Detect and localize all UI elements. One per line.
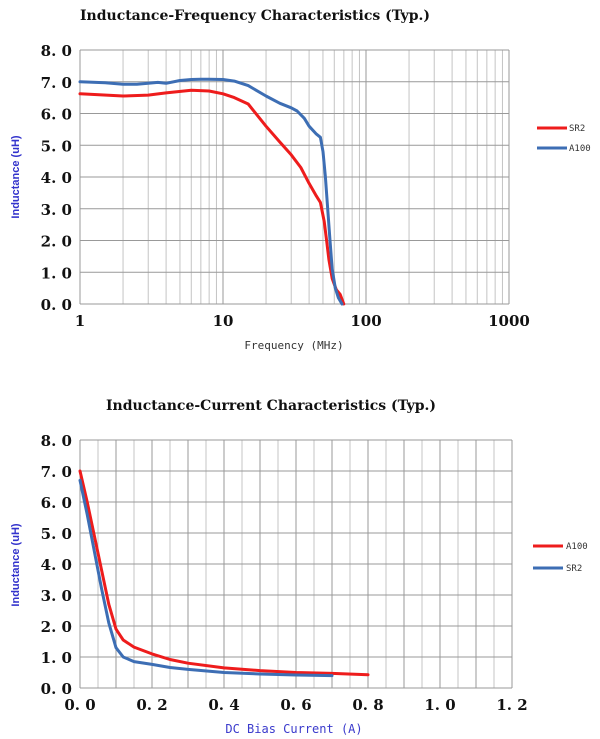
- chart2-legend-label-0: A100: [566, 542, 588, 552]
- x-tick-label: 1: [75, 312, 85, 330]
- chart2-legend-label-1: SR2: [566, 564, 582, 574]
- series-line-a100: [78, 77, 344, 306]
- y-tick-label: 2. 0: [41, 233, 72, 251]
- y-tick-label: 8. 0: [41, 42, 72, 60]
- y-tick-label: 7. 0: [41, 74, 72, 92]
- y-tick-label: 0. 0: [41, 296, 72, 314]
- y-tick-label: 2. 0: [41, 618, 72, 636]
- y-tick-label: 6. 0: [41, 106, 72, 124]
- y-tick-label: 4. 0: [41, 556, 72, 574]
- x-tick-label: 0. 6: [280, 696, 311, 714]
- y-tick-label: 4. 0: [41, 169, 72, 187]
- x-tick-label: 0. 2: [136, 696, 167, 714]
- chart1-legend-label-1: A100: [569, 144, 591, 154]
- y-tick-label: 3. 0: [41, 201, 72, 219]
- chart1-title: Inductance-Frequency Characteristics (Ty…: [80, 8, 430, 24]
- chart2-title: Inductance-Current Characteristics (Typ.…: [106, 398, 436, 414]
- x-tick-label: 0. 0: [64, 696, 95, 714]
- x-tick-label: 10: [213, 312, 234, 330]
- series-line-sr2: [78, 478, 334, 678]
- y-tick-label: 0. 0: [41, 680, 72, 698]
- x-tick-label: 1. 0: [424, 696, 455, 714]
- x-tick-label: 100: [350, 312, 381, 330]
- x-tick-label: 1000: [488, 312, 530, 330]
- series-line-a100: [78, 469, 370, 677]
- y-tick-label: 3. 0: [41, 587, 72, 605]
- series-line-sr2: [78, 88, 346, 306]
- y-tick-label: 6. 0: [41, 494, 72, 512]
- chart1: 0. 0 1. 0 2. 0 3. 0 4. 0 5. 0 6. 0 7. 0 8. 0 1 10 1…: [41, 42, 567, 330]
- chart1-legend-label-0: SR2: [569, 124, 585, 134]
- y-tick-label: 7. 0: [41, 463, 72, 481]
- y-tick-label: 5. 0: [41, 525, 72, 543]
- chart2: 0. 0 1. 0 2. 0 3. 0 4. 0 5. 0 6. 0 7. 0 8. 0 0. 0…: [41, 432, 563, 714]
- x-tick-label: 0. 8: [352, 696, 383, 714]
- chart1-x-axis-label: Frequency (MHz): [244, 339, 343, 352]
- x-tick-label: 1. 2: [496, 696, 527, 714]
- x-tick-label: 0. 4: [208, 696, 239, 714]
- chart2-y-axis-label: Inductance (uH): [10, 523, 22, 606]
- chart1-y-axis-label: Inductance (uH): [10, 135, 22, 218]
- y-tick-label: 5. 0: [41, 137, 72, 155]
- y-tick-label: 8. 0: [41, 432, 72, 450]
- y-tick-label: 1. 0: [41, 649, 72, 667]
- y-tick-label: 1. 0: [41, 264, 72, 282]
- chart2-x-axis-label: DC Bias Current (A): [225, 722, 362, 736]
